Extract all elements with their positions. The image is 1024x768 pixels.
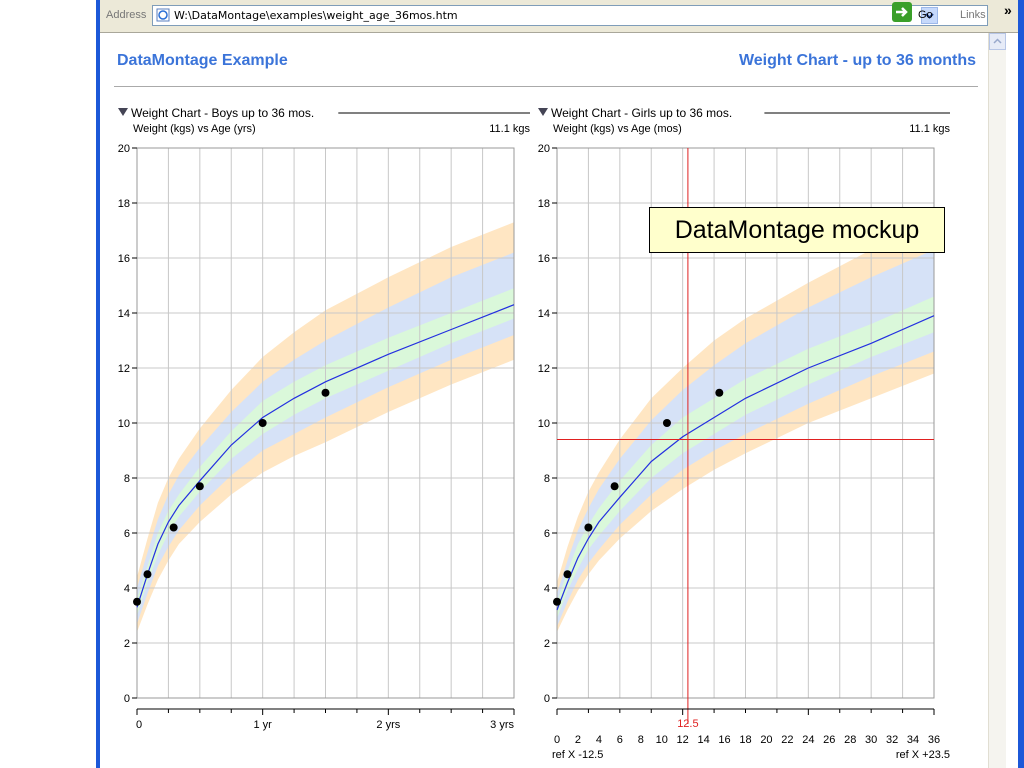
chart-girls-latest-value: 11.1 kgs (909, 123, 950, 135)
chart-girls-data-point (610, 482, 619, 491)
chart-boys-data-point (133, 597, 141, 606)
chart-boys-median-line (136, 304, 515, 608)
chart-boys-band-2 (137, 288, 514, 616)
chart-girls-xtick-label: 0 (554, 734, 560, 746)
chart-girls-band-2 (557, 296, 934, 619)
page-title: DataMontage Example (117, 52, 288, 69)
chart-girls-ytick-label: 12 (538, 363, 550, 375)
chart-girls-ytick-label: 4 (544, 583, 550, 595)
chart-girls-data-point (563, 570, 572, 579)
chevron-up-icon (993, 38, 1002, 44)
chart-girls-subtitle: Weight (kgs) vs Age (mos) (553, 123, 682, 135)
chart-girls-ref-left: ref X -12.5 (552, 749, 603, 761)
chart-girls-xtick-label: 18 (739, 734, 751, 746)
chart-girls-crosshair-label: 12.5 (677, 718, 698, 730)
mockup-callout: DataMontage mockup (649, 207, 945, 253)
chart-girls-xtick-label: 34 (907, 734, 919, 746)
links-label[interactable]: Links (960, 9, 986, 21)
chart-boys-ytick-label: 8 (124, 473, 130, 485)
chart-boys-ytick-label: 4 (124, 583, 130, 595)
chart-boys-data-point (195, 482, 204, 491)
chart-girls-ytick-label: 10 (538, 418, 550, 430)
chart-boys-data-point (321, 388, 330, 397)
chart-girls-ytick-label: 18 (538, 198, 550, 210)
chart-girls-xtick-label: 22 (781, 734, 793, 746)
chart-girls-ytick-label: 8 (544, 473, 550, 485)
window-border-right (1018, 0, 1024, 768)
chart-girls-xtick-label: 4 (596, 734, 602, 746)
chart-boys-ytick-label: 10 (118, 418, 130, 430)
chart-girls-xtick-label: 2 (575, 734, 581, 746)
links-chevron-icon[interactable]: » (1004, 2, 1012, 18)
page-icon (156, 8, 170, 22)
address-dropdown-button[interactable] (921, 7, 938, 24)
chart-girls-ytick-label: 0 (544, 693, 550, 705)
go-button[interactable] (892, 2, 912, 22)
chart-girls-xtick-label: 26 (823, 734, 835, 746)
chart-boys-data-point (169, 523, 178, 532)
chart-boys-subtitle: Weight (kgs) vs Age (yrs) (133, 123, 256, 135)
chart-girls-ytick-label: 14 (538, 308, 550, 320)
window-border-left (96, 0, 100, 768)
chart-girls-xtick-label: 12 (677, 734, 689, 746)
chart-girls-data-point (584, 523, 593, 532)
chart-girls-xtick-label: 30 (865, 734, 877, 746)
chart-girls-xtick-label: 10 (656, 734, 668, 746)
weight-chart-boys[interactable]: Weight Chart - Boys up to 36 mos. Weight … (100, 100, 531, 768)
chart-boys-ytick-label: 14 (118, 308, 130, 320)
chart-boys-xtick-label: 0 (136, 719, 142, 731)
chart-girls-xtick-label: 14 (697, 734, 709, 746)
chart-girls-data-point (662, 419, 671, 427)
chart-boys-ytick-label: 12 (118, 363, 130, 375)
vertical-scrollbar[interactable] (988, 33, 1006, 768)
chart-girls-ytick-label: 16 (538, 253, 550, 265)
chart-boys-ytick-label: 20 (118, 143, 130, 155)
go-label[interactable]: Go (918, 9, 933, 21)
chart-girls-title: Weight Chart - Girls up to 36 mos. (551, 106, 732, 120)
header-divider (114, 86, 978, 87)
chart-boys-ytick-label: 0 (124, 693, 130, 705)
chart-boys-latest-value: 11.1 kgs (489, 123, 530, 135)
chevron-down-icon (925, 13, 934, 19)
chart-girls-median-line (556, 315, 935, 611)
chart-boys-data-point (258, 419, 267, 427)
scroll-up-button[interactable] (989, 33, 1006, 50)
arrow-right-icon (896, 7, 908, 17)
chart-girls-ytick-label: 20 (538, 143, 550, 155)
address-label: Address (106, 9, 147, 21)
page-subtitle: Weight Chart - up to 36 months (738, 52, 976, 69)
chart-boys-ytick-label: 16 (118, 253, 130, 265)
chart-boys-ytick-label: 18 (118, 198, 130, 210)
chart-girls-xtick-label: 20 (760, 734, 772, 746)
chart-girls-xtick-label: 32 (886, 734, 898, 746)
chart-girls-xtick-label: 28 (844, 734, 856, 746)
chart-boys-data-point (143, 570, 152, 579)
chart-boys-xtick-label: 1 yr (253, 719, 272, 731)
chart-girls-data-point (715, 388, 724, 397)
chart-boys-title: Weight Chart - Boys up to 36 mos. (131, 106, 314, 120)
chart-girls-data-point (553, 597, 561, 606)
chart-girls-xtick-label: 24 (802, 734, 814, 746)
chart-girls-xtick-label: 36 (928, 734, 940, 746)
weight-chart-girls[interactable]: Weight Chart - Girls up to 36 mos. Weight… (520, 100, 951, 768)
chart-boys-ytick-label: 2 (124, 638, 130, 650)
address-bar: Address W:\DataMontage\examples\weight_a… (100, 0, 1018, 33)
chart-boys-xtick-label: 3 yrs (490, 719, 514, 731)
chart-girls-ref-right: ref X +23.5 (896, 749, 950, 761)
collapse-triangle-icon (118, 108, 128, 116)
chart-girls-xtick-label: 8 (638, 734, 644, 746)
chart-girls-xtick-label: 16 (718, 734, 730, 746)
chart-boys-xtick-label: 2 yrs (376, 719, 400, 731)
chart-girls-xtick-label: 6 (617, 734, 623, 746)
collapse-triangle-icon (538, 108, 548, 116)
chart-girls-ytick-label: 2 (544, 638, 550, 650)
address-url: W:\DataMontage\examples\weight_age_36mos… (174, 9, 458, 22)
address-input[interactable]: W:\DataMontage\examples\weight_age_36mos… (152, 5, 988, 26)
chart-girls-ytick-label: 6 (544, 528, 550, 540)
chart-boys-ytick-label: 6 (124, 528, 130, 540)
